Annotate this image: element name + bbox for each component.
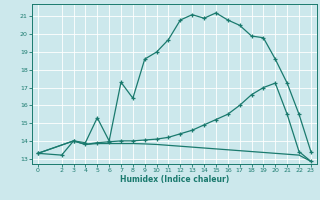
- X-axis label: Humidex (Indice chaleur): Humidex (Indice chaleur): [120, 175, 229, 184]
